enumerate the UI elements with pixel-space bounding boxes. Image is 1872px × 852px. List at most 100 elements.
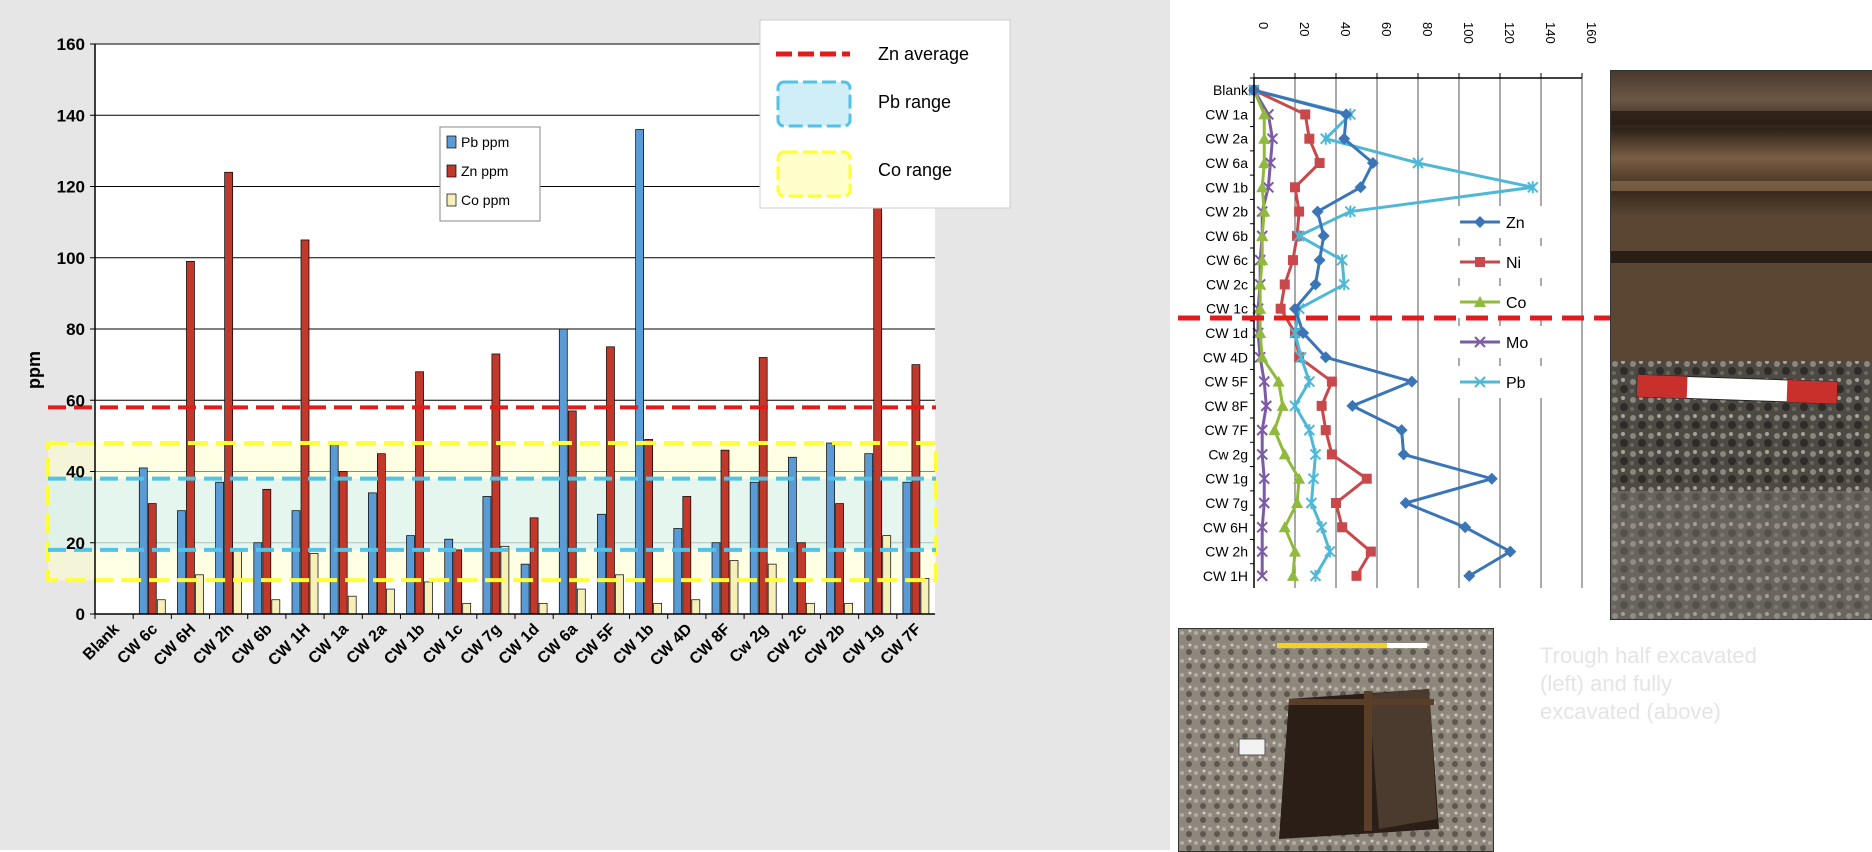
- depth-legend-label-3: Mo: [1506, 335, 1528, 352]
- depth-legend-marker-2: [1474, 296, 1486, 307]
- y-tick-label: 20: [66, 534, 85, 553]
- depth-point-co-1: [1258, 108, 1271, 120]
- depth-point-pb-19: [1324, 545, 1336, 558]
- depth-legend: Zn Ni Co Mo Pb: [1456, 206, 1566, 398]
- bar-zn-7: [377, 453, 386, 615]
- y-tick-label: 60: [66, 391, 85, 410]
- depth-point-ni-3: [1314, 158, 1325, 168]
- depth-y-tick-label: CW 2c: [1206, 276, 1248, 292]
- y-tick-label: 100: [57, 249, 85, 268]
- bar-zn-1: [147, 503, 157, 615]
- depth-x-tick-label: 140: [1543, 22, 1558, 44]
- depth-point-ni-8: [1279, 279, 1290, 290]
- depth-legend-label-2: Co: [1506, 295, 1527, 312]
- depth-point-co-4: [1256, 181, 1269, 193]
- depth-y-tick-label: Cw 2g: [1208, 446, 1248, 462]
- legend-label-0: Pb ppm: [461, 134, 509, 150]
- bar-co-21: [920, 578, 930, 615]
- bar-pb-1: [138, 467, 148, 615]
- y-axis-label: ppm: [24, 351, 44, 389]
- bar-co-1: [156, 599, 166, 615]
- depth-point-zn-9: [1289, 302, 1301, 315]
- depth-point-zn-1: [1340, 108, 1353, 121]
- bar-zn-2: [186, 260, 195, 615]
- series-legend-box: [439, 126, 541, 222]
- depth-legend-marker-3: [1474, 336, 1486, 348]
- legend-pb-range-swatch: [776, 80, 852, 128]
- depth-point-zn-20: [1463, 569, 1476, 582]
- depth-point-mo-13: [1260, 400, 1273, 412]
- depth-point-mo-18: [1256, 521, 1268, 533]
- depth-point-co-12: [1272, 375, 1285, 387]
- depth-point-ni-4: [1290, 182, 1300, 193]
- photo-caption: Trough half excavated (left) and fully e…: [1540, 642, 1840, 726]
- caption-line-2: (left) and fully: [1540, 671, 1673, 696]
- bar-zn-17: [758, 357, 768, 615]
- depth-point-co-16: [1293, 472, 1306, 484]
- depth-point-co-13: [1276, 399, 1289, 411]
- y-tick-label: 80: [66, 320, 85, 339]
- bar-co-14: [653, 602, 662, 615]
- caption-line-1: Trough half excavated: [1540, 643, 1757, 668]
- depth-y-tick-label: CW 1H: [1203, 568, 1248, 584]
- depth-point-co-8: [1254, 278, 1267, 290]
- depth-point-co-10: [1254, 327, 1267, 338]
- depth-point-mo-20: [1256, 570, 1268, 582]
- depth-legend-marker-0: [1474, 216, 1486, 228]
- bar-zn-15: [682, 496, 692, 615]
- depth-legend-marker-4: [1474, 376, 1486, 388]
- depth-point-ni-19: [1365, 546, 1376, 557]
- bar-pb-6: [329, 442, 339, 615]
- bar-co-12: [576, 588, 586, 615]
- depth-legend-label-1: Ni: [1506, 255, 1521, 272]
- bar-pb-4: [253, 542, 263, 615]
- bar-co-18: [806, 602, 815, 615]
- bar-co-6: [347, 595, 357, 615]
- depth-point-ni-15: [1326, 449, 1337, 460]
- depth-point-pb-6: [1293, 229, 1305, 242]
- depth-point-ni-20: [1351, 570, 1362, 581]
- depth-y-tick-label: Blank: [1213, 82, 1249, 98]
- depth-point-mo-16: [1258, 473, 1270, 485]
- depth-point-mo-15: [1256, 448, 1268, 461]
- depth-point-ni-5: [1294, 206, 1305, 217]
- depth-point-zn-7: [1313, 254, 1326, 267]
- bar-co-11: [538, 602, 548, 615]
- depth-point-mo-17: [1258, 497, 1270, 509]
- legend-swatch-1: [446, 164, 457, 178]
- bar-zn-21: [911, 364, 921, 615]
- bar-co-15: [691, 599, 701, 615]
- legend-pb-range-label: Pb range: [878, 92, 951, 112]
- depth-y-tick-label: CW 5F: [1204, 374, 1248, 390]
- depth-y-tick-label: CW 1g: [1205, 471, 1248, 487]
- bar-co-9: [462, 602, 472, 615]
- depth-point-pb-16: [1307, 472, 1320, 485]
- depth-series-lines: [1248, 84, 1539, 582]
- legend-swatch-2: [446, 193, 457, 207]
- depth-y-tick-label: CW 1a: [1205, 106, 1248, 122]
- caption-line-3: excavated (above): [1540, 699, 1721, 724]
- depth-point-co-3: [1258, 157, 1271, 168]
- depth-y-tick-label: CW 7g: [1205, 495, 1248, 511]
- depth-y-tick-label: CW 7F: [1204, 422, 1248, 438]
- depth-legend-label-0: Zn: [1506, 215, 1525, 232]
- bar-co-7: [386, 588, 395, 615]
- bar-zn-14: [644, 439, 653, 615]
- depth-x-tick-label: 60: [1379, 22, 1394, 36]
- legend-swatch-0: [446, 135, 457, 149]
- depth-point-zn-8: [1309, 278, 1322, 291]
- bar-zn-5: [300, 239, 310, 615]
- y-tick-label: 140: [57, 106, 85, 125]
- depth-point-zn-13: [1346, 399, 1359, 412]
- trough-excavation-photo: [1178, 628, 1494, 852]
- depth-point-co-9: [1254, 302, 1267, 314]
- depth-point-co-20: [1286, 569, 1299, 581]
- bar-zn-10: [491, 353, 501, 615]
- depth-point-zn-5: [1311, 205, 1324, 218]
- depth-point-ni-13: [1316, 400, 1327, 411]
- depth-point-pb-17: [1305, 497, 1318, 509]
- depth-y-tick-label: CW 8F: [1204, 398, 1248, 414]
- bar-pb-13: [597, 513, 606, 615]
- depth-point-co-15: [1278, 448, 1291, 460]
- depth-point-zn-4: [1354, 181, 1367, 194]
